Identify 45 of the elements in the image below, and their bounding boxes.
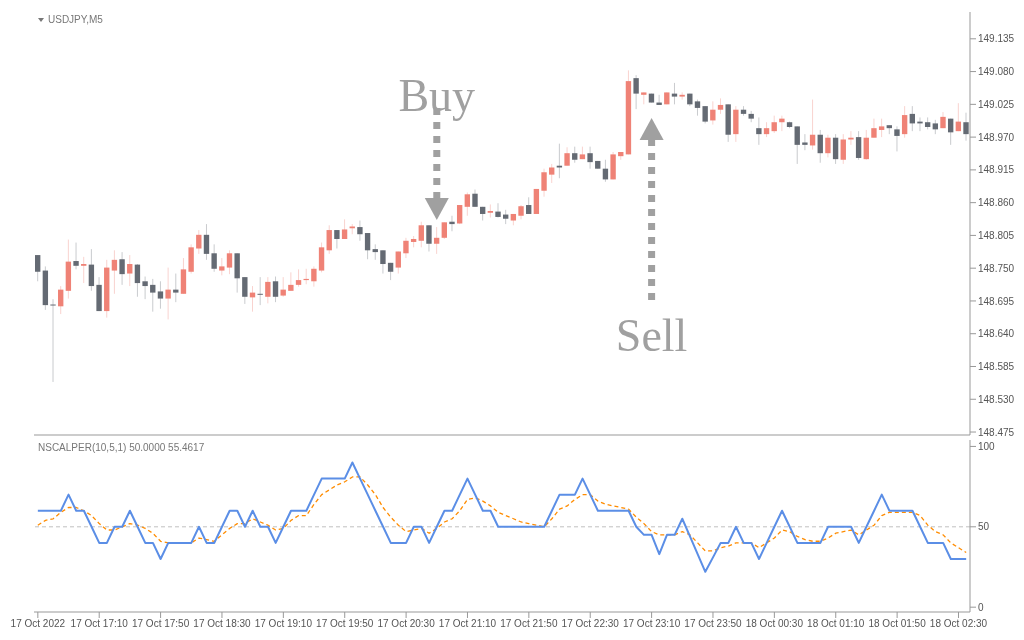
x-tick-label: 17 Oct 22:30 [561, 618, 620, 630]
y-tick-label: 148.640 [978, 328, 1015, 340]
x-tick-label: 17 Oct 2022 [10, 618, 66, 630]
chart-title: NSCALPER(10,5,1) 50.0000 55.4617 [38, 442, 205, 453]
x-tick-label: 18 Oct 01:50 [868, 618, 927, 630]
x-tick-label: 17 Oct 21:50 [500, 618, 558, 630]
y-tick-label: 148.475 [978, 426, 1015, 438]
candlestick [495, 202, 501, 219]
x-tick-label: 17 Oct 23:10 [622, 618, 681, 630]
candlestick [779, 115, 785, 132]
x-tick-label: 17 Oct 21:10 [438, 618, 497, 630]
y-tick-label: 100 [978, 440, 996, 452]
chart-title: USDJPY,M5 [48, 14, 103, 25]
y-tick-label: 148.695 [978, 295, 1015, 307]
x-tick-label: 17 Oct 18:30 [193, 618, 252, 630]
y-tick-label: 50 [978, 521, 990, 533]
candlestick [802, 133, 808, 151]
annotation: Buy [398, 70, 476, 121]
y-tick-label: 149.135 [978, 33, 1015, 45]
y-tick-label: 0 [978, 601, 984, 613]
x-tick-label: 17 Oct 20:30 [377, 618, 436, 630]
x-tick-label: 17 Oct 19:10 [254, 618, 313, 630]
line-series [37, 476, 967, 554]
line-series [36, 461, 968, 573]
y-tick-label: 149.080 [978, 66, 1015, 78]
x-tick-label: 18 Oct 01:10 [807, 618, 865, 630]
candlestick [449, 215, 455, 232]
x-tick-label: 17 Oct 23:50 [684, 618, 743, 630]
y-tick-label: 148.750 [978, 262, 1015, 274]
candlestick [656, 94, 662, 106]
x-tick-label: 17 Oct 19:50 [316, 618, 374, 630]
candlestick [679, 91, 685, 101]
x-tick-label: 17 Oct 17:50 [131, 618, 190, 630]
y-tick-label: 148.805 [978, 229, 1015, 241]
y-tick-label: 148.530 [978, 393, 1015, 405]
annotation: Sell [615, 310, 688, 361]
x-tick-label: 17 Oct 17:10 [70, 618, 129, 630]
candlestick [487, 203, 494, 219]
y-tick-label: 149.025 [978, 98, 1015, 110]
x-tick-label: 18 Oct 00:30 [745, 618, 804, 630]
x-tick-label: 18 Oct 02:30 [929, 618, 988, 630]
y-tick-label: 148.585 [978, 361, 1015, 373]
y-tick-label: 148.970 [978, 131, 1015, 143]
y-tick-label: 148.915 [978, 164, 1015, 176]
y-tick-label: 148.860 [978, 197, 1015, 209]
